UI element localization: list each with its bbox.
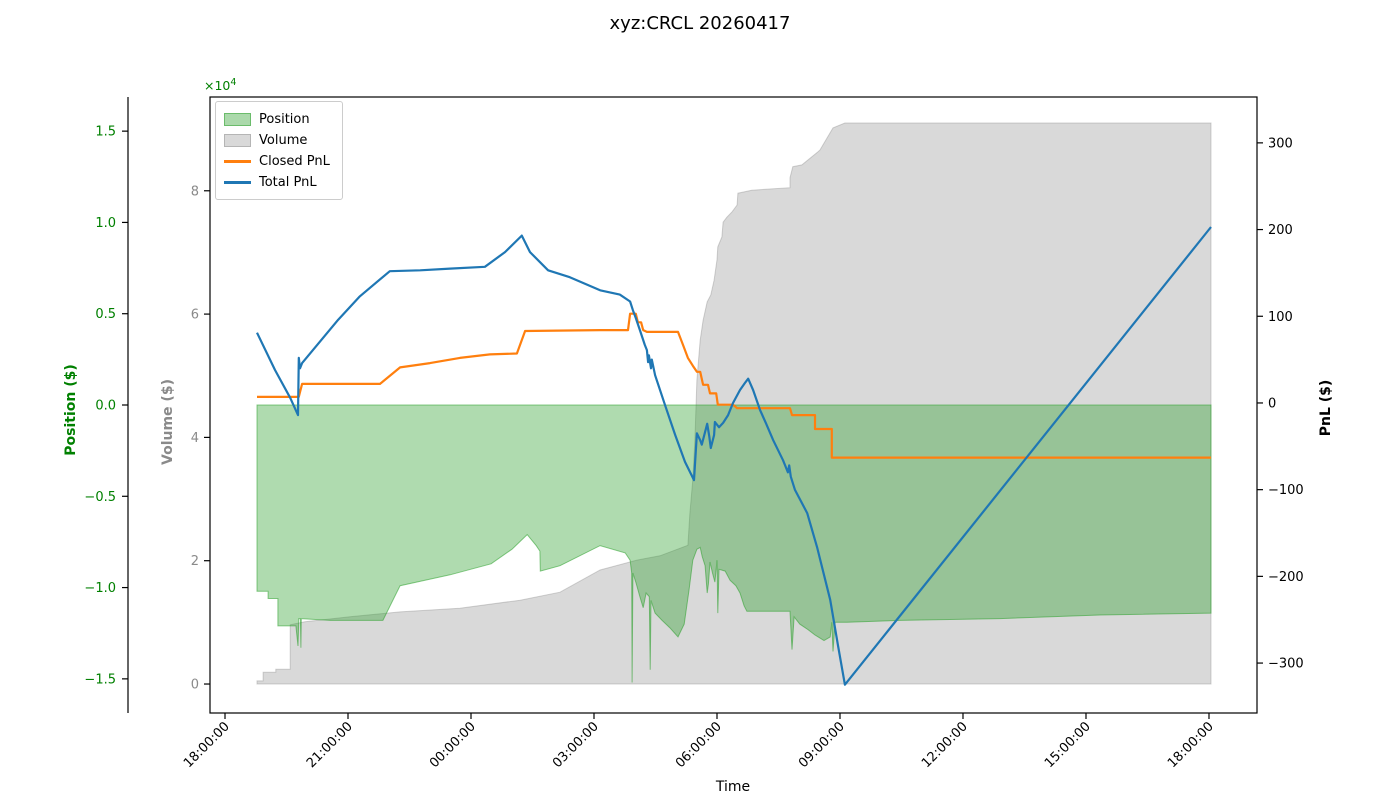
legend-item-volume: Volume xyxy=(224,130,334,151)
tick-label: 0.5 xyxy=(95,307,116,322)
tick-label: 1.5 xyxy=(95,125,116,140)
legend-label: Volume xyxy=(259,133,308,148)
legend-label: Total PnL xyxy=(259,175,317,190)
legend-item-total-pnl: Total PnL xyxy=(224,172,334,193)
tick-label: −1.5 xyxy=(84,672,116,687)
tick-label: 8 xyxy=(191,184,199,199)
tick-label: −100 xyxy=(1268,483,1304,498)
total-pnl-line-icon xyxy=(224,181,251,184)
tick-label: 300 xyxy=(1268,136,1293,151)
axis-offset-multiplier: ×104 xyxy=(204,77,236,93)
tick-label: −0.5 xyxy=(84,490,116,505)
tick-label: 1.0 xyxy=(95,216,116,231)
position-swatch-icon xyxy=(224,113,251,126)
closed-pnl-line xyxy=(257,312,1211,459)
tick-label: 18:00:00 xyxy=(181,719,233,771)
legend-label: Position xyxy=(259,112,310,127)
y-axis-label-position: Position ($) xyxy=(63,364,79,456)
tick-label: 100 xyxy=(1268,310,1293,325)
tick-label: −200 xyxy=(1268,570,1304,585)
tick-label: 03:00:00 xyxy=(550,719,602,771)
tick-label: 4 xyxy=(191,431,199,446)
legend-item-closed-pnl: Closed PnL xyxy=(224,151,334,172)
position-area xyxy=(256,404,1212,683)
tick-label: 200 xyxy=(1268,223,1293,238)
plot-border xyxy=(209,96,1258,714)
tick-label: 0 xyxy=(191,678,199,693)
y-axis-label-volume: Volume ($) xyxy=(160,379,176,465)
tick-label: −1.0 xyxy=(84,581,116,596)
tick-label: 0.0 xyxy=(95,399,116,414)
closed-pnl-line-icon xyxy=(224,160,251,163)
tick-label: 0 xyxy=(1268,396,1276,411)
tick-label: 06:00:00 xyxy=(673,719,725,771)
total-pnl-line xyxy=(256,226,1212,686)
tick-label: 00:00:00 xyxy=(427,719,479,771)
chart-title: xyz:CRCL 20260417 xyxy=(609,13,791,34)
tick-label: 18:00:00 xyxy=(1165,719,1217,771)
volume-swatch-icon xyxy=(224,134,251,147)
tick-label: −300 xyxy=(1268,657,1304,672)
tick-label: 15:00:00 xyxy=(1042,719,1094,771)
legend-item-position: Position xyxy=(224,109,334,130)
legend-label: Closed PnL xyxy=(259,154,330,169)
tick-label: 21:00:00 xyxy=(304,719,356,771)
tick-label: 2 xyxy=(191,554,199,569)
chart-lines xyxy=(256,226,1212,686)
tick-label: 6 xyxy=(191,308,199,323)
tick-label: 12:00:00 xyxy=(919,719,971,771)
x-axis-label: Time xyxy=(715,779,750,795)
y-axis-label-pnl: PnL ($) xyxy=(1318,380,1334,437)
chart-areas xyxy=(256,122,1212,685)
tick-label: 09:00:00 xyxy=(796,719,848,771)
legend: Position Volume Closed PnL Total PnL xyxy=(215,101,343,200)
